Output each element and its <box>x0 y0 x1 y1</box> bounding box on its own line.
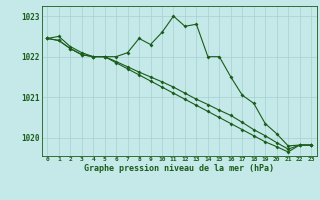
X-axis label: Graphe pression niveau de la mer (hPa): Graphe pression niveau de la mer (hPa) <box>84 164 274 173</box>
